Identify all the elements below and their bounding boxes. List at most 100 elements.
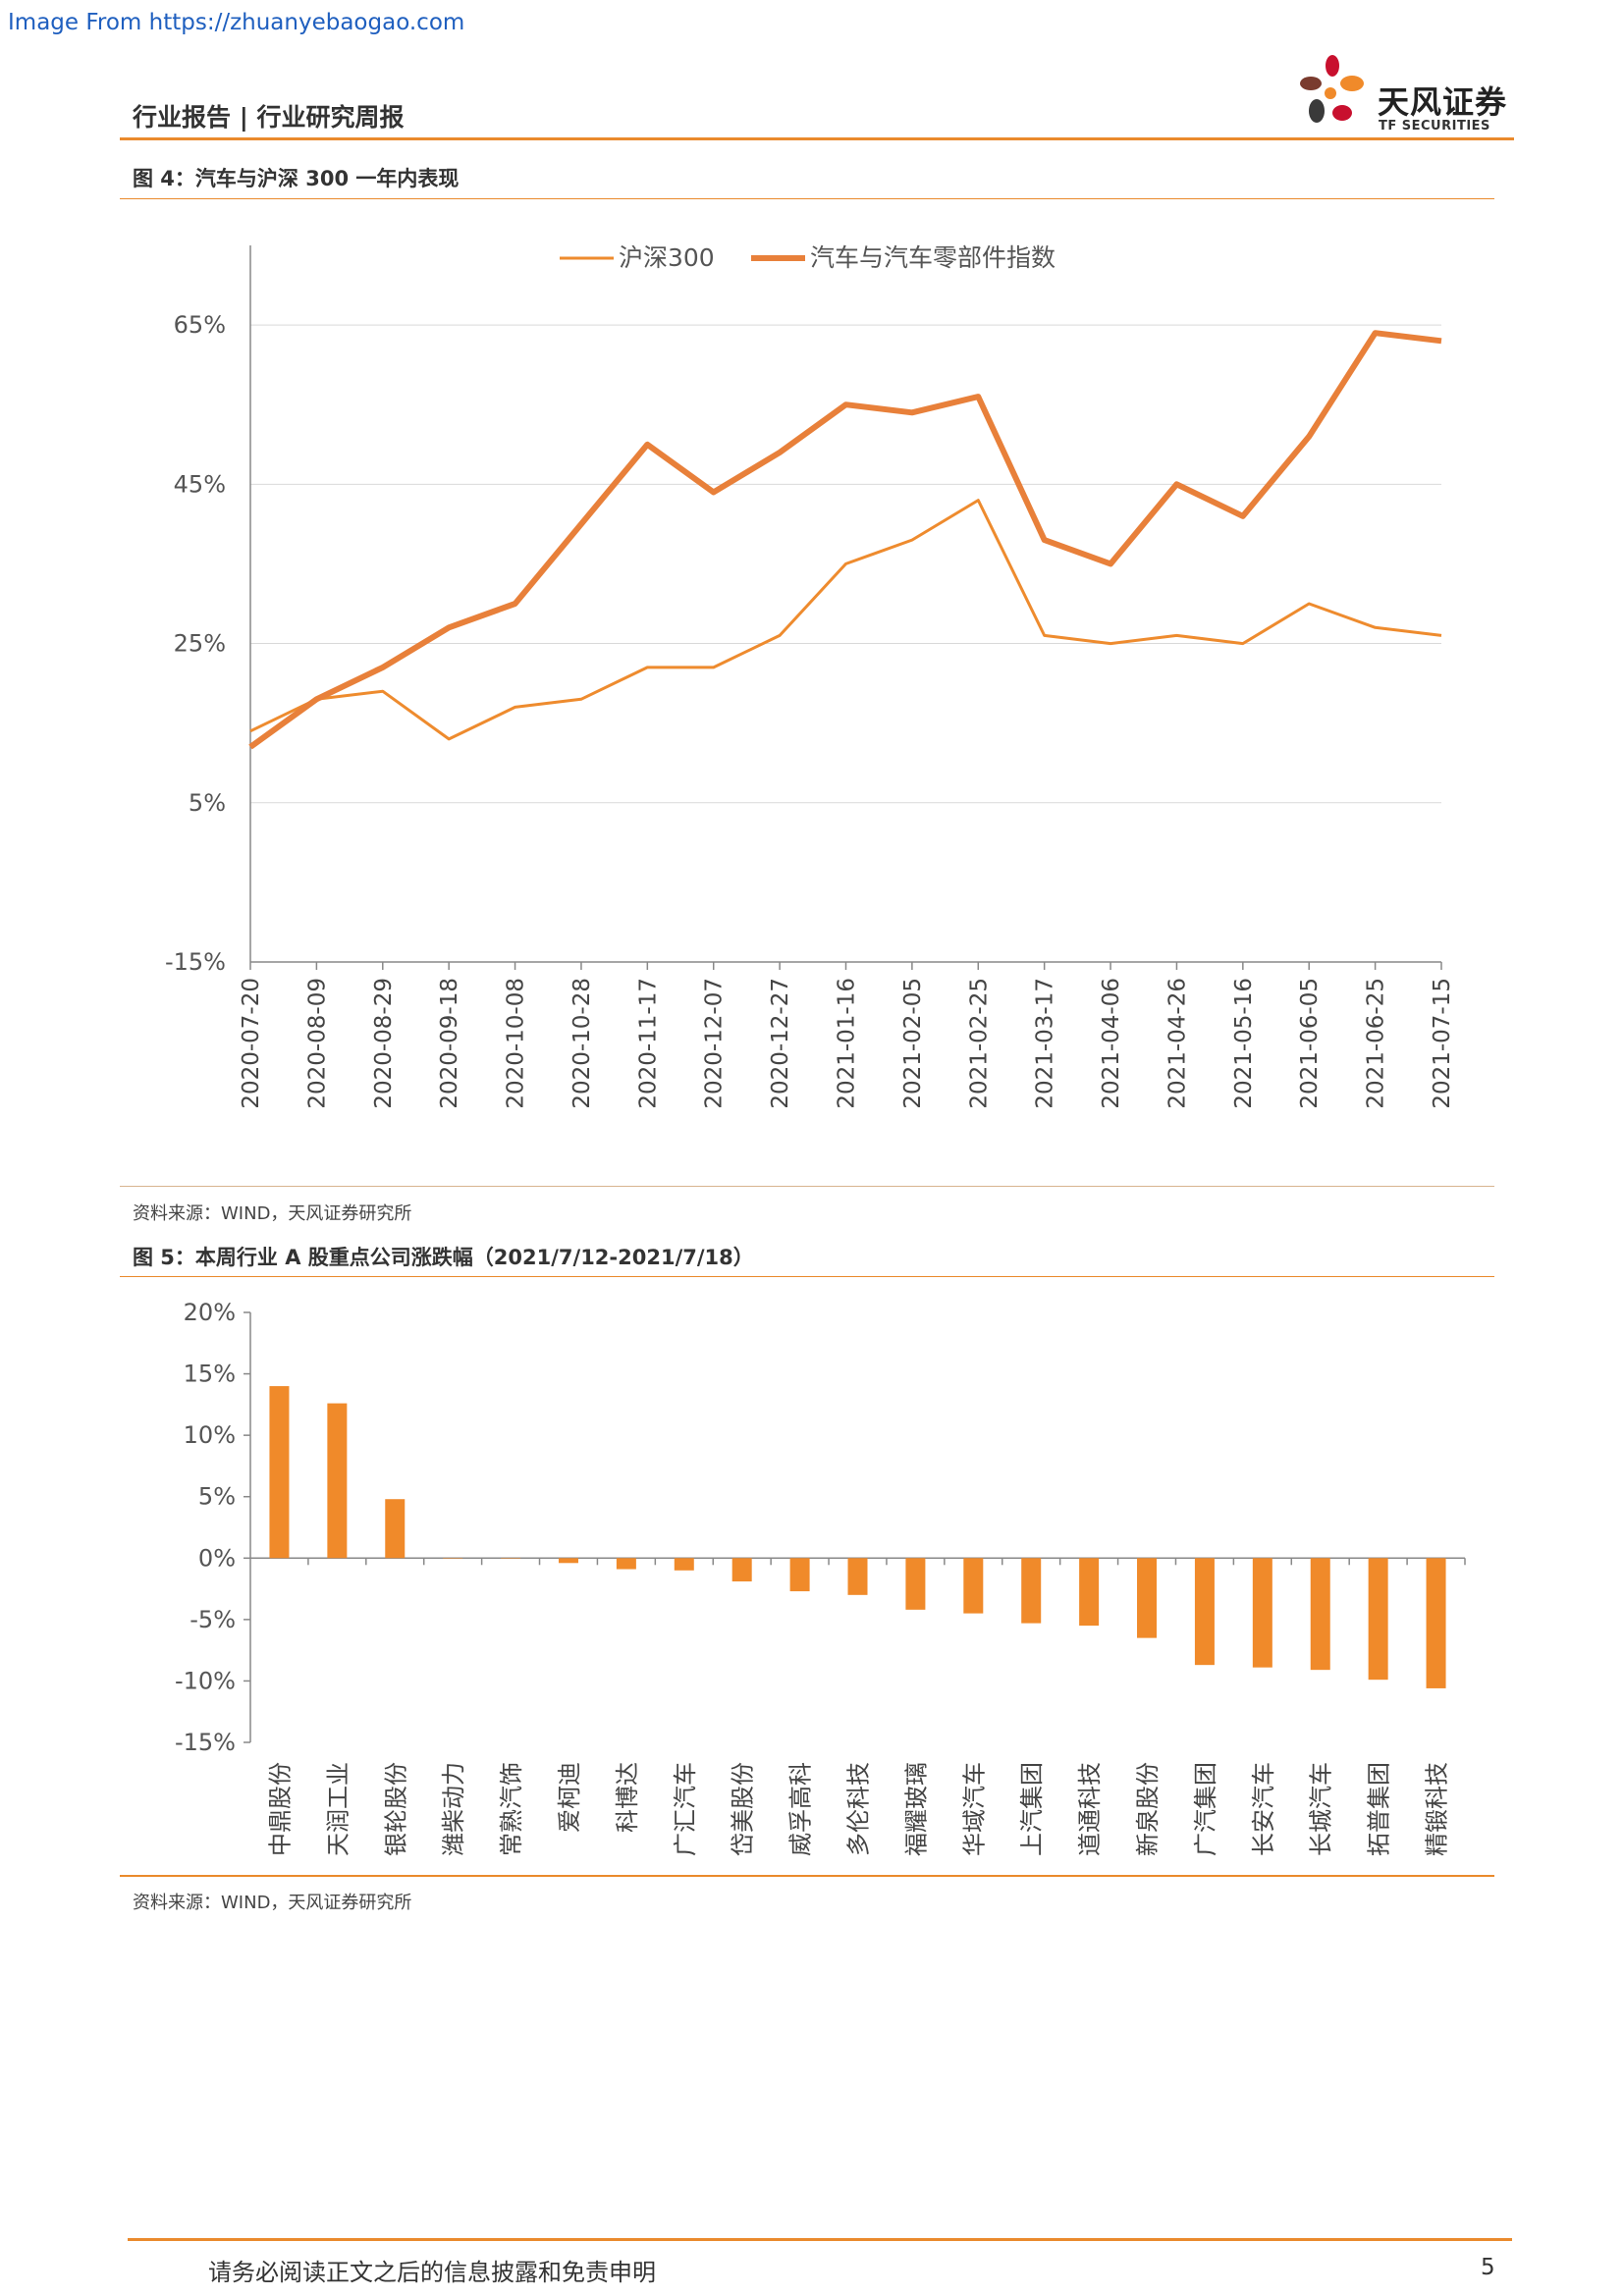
x-tick-label: 2021-05-16 [1231, 978, 1257, 1109]
bar [1310, 1558, 1330, 1671]
bar-category-label: 天润工业 [324, 1762, 352, 1856]
bar-y-tick-label: -10% [175, 1667, 236, 1694]
figure4-bottom-divider [120, 1186, 1494, 1187]
line-chart-x-ticks: 2020-07-20 2020-08-09 2020-08-29 2020-09-18… [239, 962, 1455, 1109]
figure4-source: 资料来源：WIND，天风证券研究所 [133, 1203, 412, 1224]
bar-category-label: 常熟汽饰 [498, 1762, 525, 1856]
watermark-text: Image From https://zhuanyebaogao.com [8, 10, 465, 35]
x-tick-label: 2021-06-25 [1364, 978, 1389, 1109]
bar-y-tick-label: -5% [189, 1606, 236, 1633]
logo-name: 天风证券 [1378, 83, 1508, 121]
bar-chart: -15% -10% -5% 0% 5% 10% 15% 20% 中鼎股份 天润工业 银轮股份 潍柴动… [175, 1299, 1466, 1856]
bar [501, 1558, 521, 1559]
y-tick-label: 5% [189, 789, 226, 817]
bar-chart-bars [269, 1386, 1446, 1688]
bar-category-label: 威孚高科 [787, 1762, 815, 1856]
figure5-title: 图 5：本周行业 A 股重点公司涨跌幅（2021/7/12-2021/7/18） [133, 1246, 754, 1269]
x-tick-label: 2021-04-06 [1099, 978, 1124, 1109]
bar-y-tick-label: 10% [184, 1421, 236, 1449]
logo-flower-icon [1300, 55, 1364, 123]
bar [731, 1558, 752, 1582]
bar-category-label: 拓普集团 [1366, 1762, 1393, 1856]
x-tick-label: 2020-09-18 [437, 978, 462, 1109]
bar [327, 1403, 348, 1559]
bar-category-label: 岱美股份 [730, 1762, 757, 1856]
figure5-source: 资料来源：WIND，天风证券研究所 [133, 1893, 412, 1913]
bar [443, 1558, 463, 1559]
x-tick-label: 2021-02-05 [900, 978, 926, 1109]
bar-category-label: 科博达 [614, 1762, 641, 1833]
x-tick-label: 2021-01-16 [835, 978, 860, 1109]
figure5-bottom-divider [120, 1875, 1494, 1877]
x-tick-label: 2020-12-07 [702, 978, 728, 1109]
legend-label: 沪深300 [619, 243, 715, 272]
page-number: 5 [1481, 2255, 1495, 2280]
x-tick-label: 2020-11-17 [635, 978, 661, 1109]
bar [1194, 1558, 1215, 1666]
bar-category-label: 银轮股份 [382, 1762, 409, 1856]
bar [385, 1499, 406, 1559]
line-chart-series [248, 330, 1442, 750]
bar-category-label: 新泉股份 [1134, 1762, 1162, 1856]
report-header-title: 行业报告 | 行业研究周报 [133, 103, 405, 132]
x-tick-label: 2020-10-08 [504, 978, 529, 1109]
x-tick-label: 2021-07-15 [1430, 978, 1455, 1109]
bar [1137, 1558, 1158, 1638]
bar [674, 1558, 694, 1571]
x-tick-label: 2020-12-27 [768, 978, 793, 1109]
bar [1021, 1558, 1042, 1624]
line-chart-y-ticks: -15% 5% 25% 45% 65% [165, 311, 226, 976]
bar-category-label: 道通科技 [1076, 1762, 1104, 1856]
x-tick-label: 2020-07-20 [239, 978, 264, 1109]
bar-chart-y-ticks: -15% -10% -5% 0% 5% 10% 15% 20% [175, 1299, 250, 1756]
bar-category-label: 长城汽车 [1308, 1762, 1335, 1856]
x-tick-label: 2021-04-26 [1164, 978, 1190, 1109]
bar [789, 1558, 810, 1592]
figure4-title: 图 4：汽车与沪深 300 一年内表现 [133, 167, 460, 190]
y-tick-label: 45% [174, 470, 226, 498]
line-chart-legend: 沪深300 汽车与汽车零部件指数 [560, 243, 1056, 272]
line-chart-grid [250, 324, 1441, 963]
header-divider [120, 137, 1514, 140]
bar [1252, 1558, 1272, 1668]
bar-category-label: 长安汽车 [1250, 1762, 1277, 1856]
bar-y-tick-label: 0% [198, 1544, 236, 1572]
bar [269, 1386, 290, 1559]
bar-chart-axes [249, 1312, 1465, 1742]
bar-chart-x-ticks: 中鼎股份 天润工业 银轮股份 潍柴动力 常熟汽饰 爱柯迪 科博达 广汇汽车 岱美股份 威孚高科 多伦… [266, 1558, 1466, 1856]
y-tick-label: 25% [174, 630, 226, 658]
bar [847, 1558, 868, 1595]
x-tick-label: 2021-06-05 [1297, 978, 1323, 1109]
bar-category-label: 福耀玻璃 [902, 1762, 930, 1856]
bar-category-label: 精锻科技 [1424, 1762, 1451, 1856]
bar-category-label: 上汽集团 [1018, 1762, 1046, 1856]
bar [616, 1558, 636, 1570]
bar [905, 1558, 926, 1610]
bar [963, 1558, 984, 1614]
bar-y-tick-label: 5% [198, 1483, 236, 1511]
line-chart: -15%5%25%45%65% 2020-07-20 2020-08-09 2020… [165, 243, 1455, 1109]
bar [558, 1558, 578, 1564]
bar-y-tick-label: 20% [184, 1299, 236, 1326]
bar-category-label: 华域汽车 [960, 1762, 988, 1856]
company-logo: 天风证券 TF SECURITIES [1291, 54, 1517, 137]
legend-label: 汽车与汽车零部件指数 [810, 243, 1056, 272]
footer-divider [128, 2238, 1512, 2241]
bar-y-tick-label: 15% [184, 1361, 236, 1388]
x-tick-label: 2021-03-17 [1033, 978, 1058, 1109]
x-tick-label: 2020-10-28 [569, 978, 595, 1109]
logo-subtitle: TF SECURITIES [1379, 119, 1490, 133]
bar-category-label: 广汇汽车 [672, 1762, 699, 1856]
y-tick-label: 65% [174, 311, 226, 339]
figure5-title-divider [120, 1276, 1494, 1277]
bar-y-tick-label: -15% [175, 1729, 236, 1756]
bar-category-label: 多伦科技 [845, 1762, 873, 1856]
line-chart-axes [249, 245, 1441, 963]
bar [1079, 1558, 1100, 1627]
x-tick-label: 2021-02-25 [966, 978, 992, 1109]
series-line-1 [249, 499, 1442, 741]
bar-category-label: 爱柯迪 [556, 1762, 583, 1833]
bar [1426, 1558, 1446, 1688]
bar-category-label: 广汽集团 [1192, 1762, 1219, 1856]
bar-category-label: 潍柴动力 [440, 1762, 467, 1856]
